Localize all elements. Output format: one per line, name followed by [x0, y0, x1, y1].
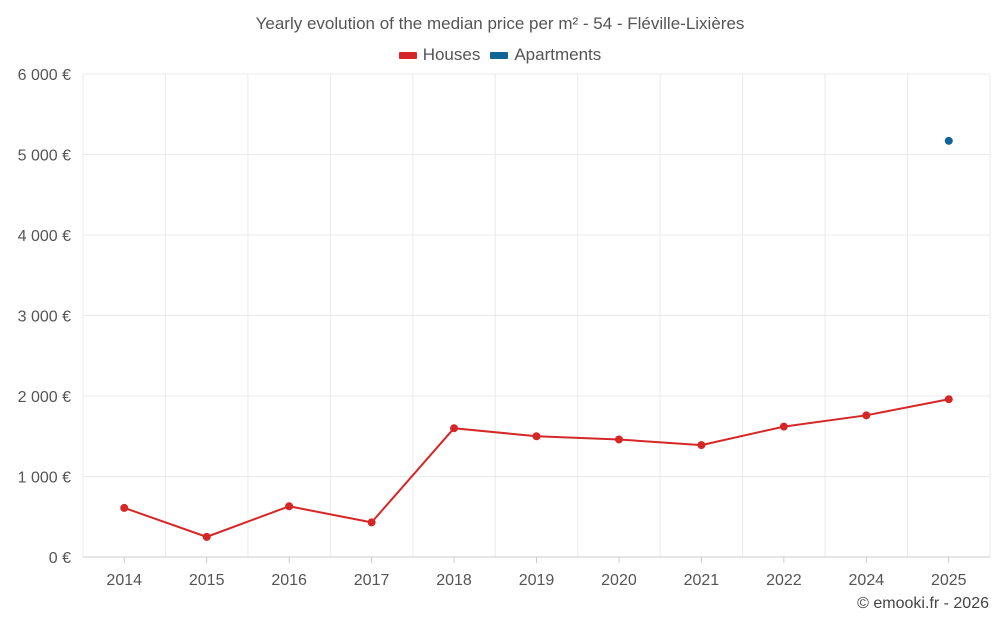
data-point-houses [367, 518, 376, 527]
x-tick-label: 2020 [601, 572, 637, 589]
x-tick-label: 2021 [684, 572, 720, 589]
y-tick-label: 0 € [49, 550, 71, 567]
y-tick-label: 5 000 € [18, 148, 71, 165]
data-point-houses [202, 532, 211, 541]
credit-text: © emooki.fr - 2026 [857, 595, 989, 612]
data-point-houses [285, 502, 294, 511]
x-tick-label: 2014 [106, 572, 142, 589]
data-point-houses [779, 422, 788, 431]
legend-swatch-apartments [490, 51, 509, 59]
x-tick-label: 2018 [436, 572, 472, 589]
data-point-houses [532, 432, 541, 441]
y-tick-label: 3 000 € [18, 309, 71, 326]
legend-label-houses: Houses [422, 45, 481, 64]
y-tick-label: 6 000 € [18, 67, 71, 84]
legend: Houses Apartments [0, 45, 1000, 65]
chart-title: Yearly evolution of the median price per… [255, 14, 745, 33]
x-tick-label: 2019 [519, 572, 555, 589]
x-tick-label: 2015 [189, 572, 225, 589]
legend-item-apartments[interactable]: Apartments [490, 45, 601, 65]
y-tick-label: 2 000 € [18, 389, 71, 406]
x-tick-label: 2025 [931, 572, 967, 589]
data-point-apartments [944, 136, 953, 145]
x-tick-label: 2022 [766, 572, 802, 589]
x-tick-label: 2016 [271, 572, 307, 589]
x-tick-label: 2017 [354, 572, 390, 589]
data-point-houses [862, 411, 871, 420]
legend-label-apartments: Apartments [514, 45, 602, 64]
data-point-houses [450, 424, 459, 433]
data-point-houses [120, 503, 129, 512]
data-point-houses [614, 435, 623, 444]
y-tick-label: 4 000 € [18, 228, 71, 245]
legend-swatch-houses [398, 51, 417, 59]
data-point-houses [944, 395, 953, 404]
legend-item-houses[interactable]: Houses [398, 45, 481, 65]
data-point-houses [697, 441, 706, 450]
x-tick-label: 2024 [849, 572, 885, 589]
y-tick-label: 1 000 € [18, 470, 71, 487]
